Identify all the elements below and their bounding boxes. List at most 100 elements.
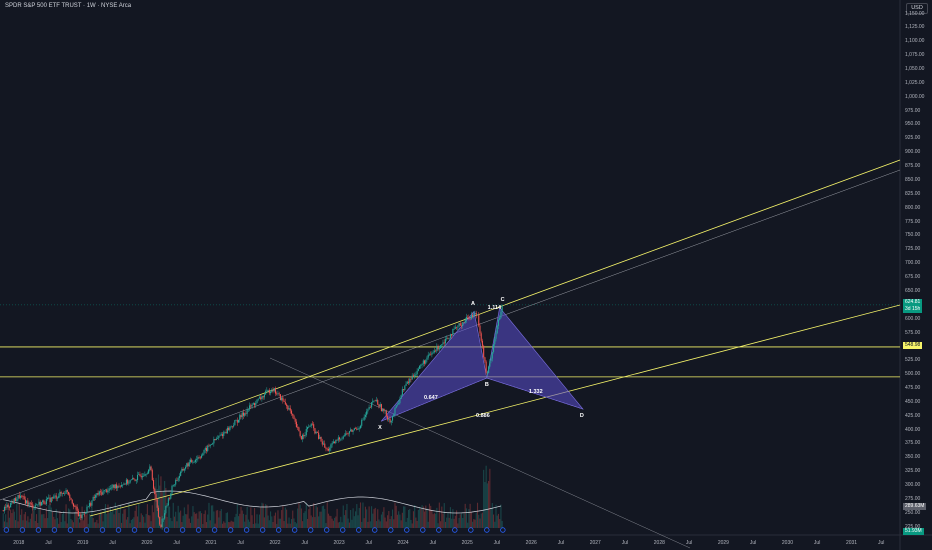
volume-bar [458,518,460,528]
volume-bar [409,509,411,528]
volume-bar [107,504,109,528]
volume-bar [359,502,362,528]
volume-bar [442,513,444,528]
volume-bar [185,514,187,528]
dividend-marker [259,527,266,533]
volume-bar [303,512,305,528]
candle-body [309,426,311,427]
volume-bar [10,509,12,528]
candle-body [447,338,449,339]
volume-bar [462,517,464,528]
volume-bar [485,465,487,528]
candle-body [405,383,407,386]
candle-body [50,497,52,503]
volume-bar [213,511,215,528]
price-tick-label: 425.00 [905,412,921,419]
candle-body [69,494,71,498]
price-tick-label: 725.00 [905,246,921,253]
volume-bar [8,517,10,528]
candle-body [38,501,40,505]
candle-body [316,431,318,433]
volume-bar [97,523,99,528]
volume-bar [154,486,156,528]
candle-body [416,370,418,375]
dividend-marker [468,527,474,533]
candle-body [35,504,38,506]
candle-body [401,389,403,396]
volume-bar [69,509,71,528]
candle-body [84,513,86,515]
time-tick-label: Jul [877,540,885,546]
volume-bar [406,517,408,528]
volume-bar [468,509,470,528]
candle-body [199,457,201,459]
volume-bar [210,505,212,528]
candle-body [88,503,91,507]
time-tick-label: Jul [109,540,116,546]
candle-body [251,404,253,407]
candle-body [290,410,293,414]
currency-button[interactable]: USD [906,3,928,14]
candle-body [86,506,88,513]
volume-bar [400,520,402,528]
volume-bar [191,516,193,528]
candle-body [300,436,302,440]
volume-bar [208,502,210,528]
candle-body [43,500,45,504]
candle-body [233,425,235,427]
volume-bar [271,516,273,528]
volume-bar [123,509,125,528]
candle-body [60,492,62,494]
volume-bar [410,519,412,528]
candle-body [198,457,200,458]
candle-body [463,322,465,323]
candle-body [383,408,385,412]
time-tick-label: Jul [301,540,308,546]
candle-body [438,348,440,350]
candle-body [433,350,435,353]
candle-body [215,438,217,441]
volume-bar [433,513,435,528]
volume-bar [460,513,463,528]
volume-bar [382,511,384,528]
price-tick-label: 675.00 [905,274,921,281]
volume-bar [415,517,417,528]
candle-body [148,469,150,474]
volume-bar [71,520,73,528]
volume-bar [239,513,241,528]
price-tick-label: 850.00 [905,176,921,183]
volume-bar [297,508,299,528]
candle-body [145,474,147,475]
candle-body [340,438,342,440]
volume-bar [298,503,300,528]
price-tick-label: 1,000.00 [905,93,925,100]
volume-bar [353,516,355,528]
volume-bar [124,509,126,528]
candle-body [231,426,233,427]
volume-bar [95,522,97,528]
volume-bar [84,510,86,528]
candle-body [150,466,152,471]
volume-bar [5,514,7,528]
pattern-point-b: B [484,382,489,388]
candle-body [335,439,337,444]
volume-bar [273,515,275,528]
volume-bar [173,516,176,528]
candle-body [140,475,142,478]
volume-bar [342,505,344,528]
time-tick-label: Jul [237,540,244,546]
dividend-marker [51,527,58,533]
candle-body [207,445,209,452]
dividend-marker [452,527,458,533]
volume-bar [198,511,200,528]
candle-body [53,496,55,499]
volume-bar [483,469,485,528]
candle-body [5,506,7,508]
volume-bar [50,507,52,528]
volume-bar [261,502,263,528]
volume-bar [79,522,81,528]
volume-bar [417,509,419,528]
symbol-title[interactable]: SPDR S&P 500 ETF TRUST · 1W · NYSE Arca [5,3,132,9]
volume-bar [67,508,70,528]
